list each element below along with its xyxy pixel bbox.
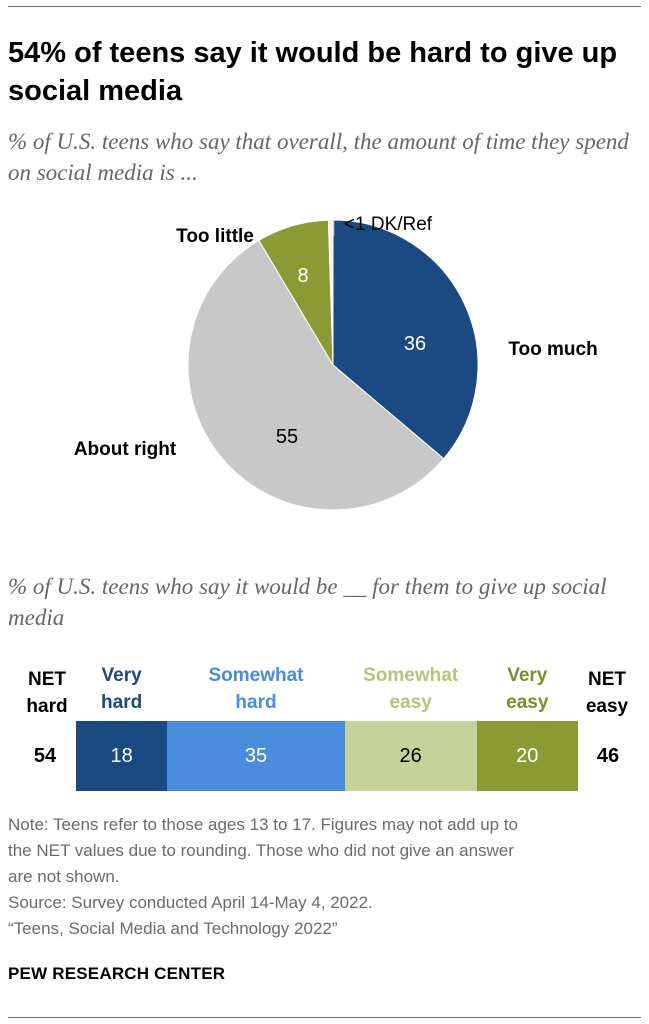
bar-segment-very-easy: 20 [476, 721, 578, 791]
pie-slice-about-right [187, 239, 445, 511]
pie-value-label: 36 [404, 333, 426, 355]
pie-label-about-right: About right [74, 439, 177, 460]
pie-label-too-much: Too much [508, 339, 597, 360]
bar-label-somewhat-easy: Somewhat easy [363, 665, 459, 713]
note-line: are not shown. [8, 867, 120, 886]
net-hard-value: 54 [33, 744, 57, 767]
note-line: Note: Teens refer to those ages 13 to 17… [8, 815, 518, 834]
pie-slice-dk-ref [327, 219, 334, 366]
net-easy-label: NET easy [585, 669, 629, 717]
pie-slice-too-much [332, 219, 479, 460]
pie-subtitle: % of U.S. teens who say that overall, th… [8, 129, 629, 185]
report-title-line: “Teens, Social Media and Technology 2022… [8, 919, 338, 938]
bar-label-very-hard: Very hard [101, 665, 143, 713]
pie-chart: Too much 36 About right 55 Too little 8 <1 DK/… [74, 214, 598, 511]
pie-label-too-little: Too little [176, 226, 254, 247]
note-line: the NET values due to rounding. Those wh… [8, 841, 514, 860]
chart-title: 54% of teens say it would be hard to giv… [8, 37, 618, 107]
bar-segment-somewhat-hard: 35 [167, 721, 345, 791]
pie-label-dk-ref: <1 DK/Ref [344, 214, 433, 235]
bottom-rule [8, 1017, 641, 1018]
bar-segment-somewhat-easy: 26 [344, 721, 477, 791]
net-hard-label: NET hard [26, 669, 68, 717]
bar-label-very-easy: Very easy [506, 665, 549, 713]
chart-note: Note: Teens refer to those ages 13 to 17… [8, 812, 638, 942]
source-line: Source: Survey conducted April 14-May 4,… [8, 893, 373, 912]
pie-value-label: 55 [276, 426, 298, 448]
brand-logo-text: PEW RESEARCH CENTER [8, 964, 226, 983]
pie-value-label: 8 [297, 265, 308, 287]
bar-segment-very-hard: 18 [76, 721, 168, 791]
bar-label-somewhat-hard: Somewhat hard [208, 665, 304, 713]
bar-subtitle: % of U.S. teens who say it would be __ f… [8, 574, 607, 630]
stacked-bar-chart: NET hard NET easy Very hard Somewhat hard So… [0, 660, 649, 791]
top-rule [8, 6, 641, 7]
net-easy-value: 46 [596, 744, 620, 767]
